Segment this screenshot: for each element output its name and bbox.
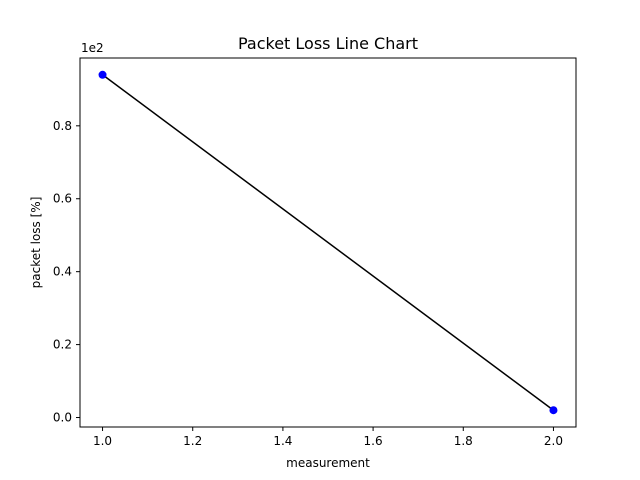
series-line xyxy=(102,74,554,411)
data-point xyxy=(549,406,558,415)
x-axis: 1.0 1.2 1.4 1.6 1.8 2.0 xyxy=(93,427,563,448)
y-offset-text: 1e2 xyxy=(81,41,104,55)
series-layer xyxy=(98,70,558,415)
x-tick-label: 1.2 xyxy=(183,434,202,448)
y-tick-label: 0.2 xyxy=(53,338,72,352)
y-tick-label: 0.8 xyxy=(53,119,72,133)
x-tick-label: 1.4 xyxy=(273,434,292,448)
x-tick-label: 1.0 xyxy=(93,434,112,448)
chart-title: Packet Loss Line Chart xyxy=(238,34,418,53)
x-tick-label: 1.8 xyxy=(454,434,473,448)
x-tick-label: 1.6 xyxy=(364,434,383,448)
y-tick-label: 0.6 xyxy=(53,192,72,206)
y-tick-label: 0.4 xyxy=(53,265,72,279)
y-tick-label: 0.0 xyxy=(53,411,72,425)
data-point xyxy=(98,70,107,79)
x-tick-label: 2.0 xyxy=(544,434,563,448)
y-axis: 0.0 0.2 0.4 0.6 0.8 xyxy=(53,119,80,425)
y-axis-label: packet loss [%] xyxy=(29,197,43,289)
x-axis-label: measurement xyxy=(286,456,370,470)
